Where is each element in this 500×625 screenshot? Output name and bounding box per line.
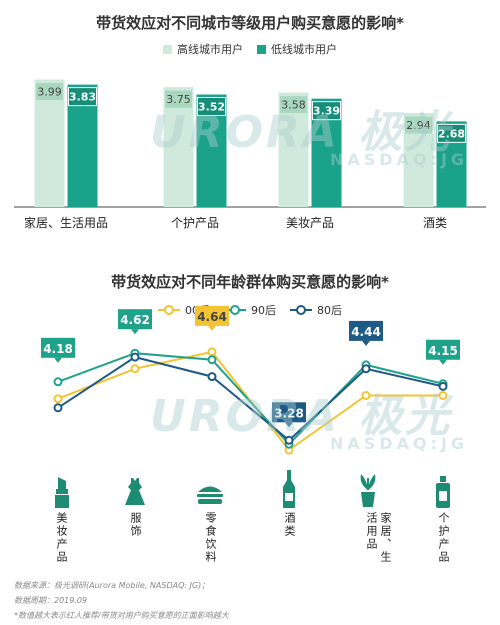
dress-icon (125, 478, 145, 505)
bar-value-badge (312, 101, 341, 121)
data-label-badge (272, 402, 306, 423)
data-label-pointer (439, 359, 447, 365)
series-point (207, 347, 217, 357)
category-label: 零食饮料 (204, 512, 217, 564)
bar-value-badge (68, 87, 97, 107)
series-point (438, 390, 448, 400)
watermark-sub: NASDAQ:JG (330, 434, 469, 453)
data-label-badge (349, 320, 383, 341)
bar-value-label: 3.83 (69, 91, 96, 104)
category-label: 家居、生活用品 (365, 512, 392, 564)
x-tick-label: 美妆产品 (286, 216, 334, 230)
bar-value-badge (279, 95, 308, 115)
series-line (57, 352, 444, 446)
lipstick-icon (55, 477, 69, 508)
data-label-pointer (54, 357, 62, 363)
bar-value-label: 3.52 (198, 101, 225, 114)
bar-value-badge (164, 89, 193, 109)
series-point (53, 377, 63, 387)
category-label: 服饰 (129, 512, 142, 538)
potted-plant-icon (360, 474, 376, 507)
legend-swatch (257, 44, 266, 54)
lotion-bottle-icon (436, 476, 450, 508)
x-tick-label: 酒类 (423, 216, 447, 230)
legend-line-swatch (290, 305, 312, 315)
footer-period: 数据周期：2019.09 (14, 596, 88, 605)
bar-value-label: 2.94 (406, 119, 431, 132)
series-point (207, 372, 217, 382)
series-line (57, 356, 444, 442)
legend-item-80: 80后 (290, 302, 342, 318)
bar-value-badge (35, 81, 64, 101)
series-point (284, 435, 294, 445)
chart-1-legend: 高线城市用户 低线城市用户 (0, 41, 500, 57)
legend-label: 90后 (251, 304, 276, 317)
data-label-pointer (285, 422, 293, 428)
series-point (438, 381, 448, 391)
watermark-logo: URORA 极光 (150, 107, 453, 158)
data-label-badge (195, 305, 229, 326)
series-point (361, 364, 371, 374)
legend-swatch (163, 44, 172, 54)
series-point (207, 355, 217, 365)
category-label: 美妆产品 (55, 512, 68, 564)
data-label-pointer (131, 329, 139, 335)
series-point (53, 403, 63, 413)
footer-note: *数值越大表示红人推荐/带货对用户购买意愿的正面影响越大 (14, 611, 229, 620)
x-tick-label: 家居、生活用品 (24, 215, 108, 230)
footer-source: 数据来源：极光调研(Aurora Mobile, NASDAQ: JG)； (14, 581, 210, 590)
legend-label: 80后 (317, 304, 342, 317)
series-point (130, 352, 140, 362)
data-label-text: 4.15 (428, 344, 458, 358)
bar-value-label: 3.75 (166, 93, 191, 106)
bar-value-badge (404, 115, 433, 135)
bar-value-label: 3.99 (37, 85, 62, 98)
bar-value-label: 3.39 (313, 105, 340, 118)
data-label-badge (426, 339, 460, 360)
wine-bottle-icon (283, 470, 295, 508)
series-point (130, 364, 140, 374)
series-point (361, 390, 371, 400)
legend-item-90: 90后 (224, 302, 276, 318)
data-label-badge (118, 309, 152, 330)
burger-icon (197, 486, 223, 504)
bar-value-label: 3.58 (281, 99, 306, 112)
data-label-text: 3.28 (274, 406, 304, 420)
chart-1-title: 带货效应对不同城市等级用户购买意愿的影响* (96, 14, 404, 32)
legend-label: 高线城市用户 (177, 43, 243, 56)
watermark-logo: URORA 极光 (150, 391, 453, 442)
legend-item-high-tier: 高线城市用户 (163, 41, 243, 57)
legend-label: 低线城市用户 (271, 43, 337, 56)
bar-value-label: 2.68 (438, 127, 465, 140)
x-tick-label: 个护产品 (171, 216, 219, 230)
data-label-pointer (208, 325, 216, 331)
watermark-sub: NASDAQ:JG (330, 150, 469, 169)
category-label: 酒类 (283, 512, 296, 538)
legend-line-swatch (158, 305, 180, 315)
data-label-pointer (362, 340, 370, 346)
data-label-text: 4.62 (120, 313, 150, 327)
bar-value-badge (437, 123, 466, 143)
series-point (53, 394, 63, 404)
legend-line-swatch (224, 305, 246, 315)
bar-value-badge (197, 97, 226, 117)
chart-2-title: 带货效应对不同年龄群体购买意愿的影响* (111, 273, 389, 291)
data-label-badge (41, 337, 75, 358)
data-label-text: 4.18 (43, 342, 73, 356)
category-label: 个护产品 (437, 512, 450, 564)
legend-item-low-tier: 低线城市用户 (257, 41, 337, 57)
data-label-text: 4.44 (351, 325, 381, 339)
bar-chart: 3.99 3.83 家居、生活用品 3.75 3.52 个护产品 3.58 3.39 美妆产品 2… (14, 79, 486, 230)
data-label-text: 4.64 (197, 310, 227, 324)
